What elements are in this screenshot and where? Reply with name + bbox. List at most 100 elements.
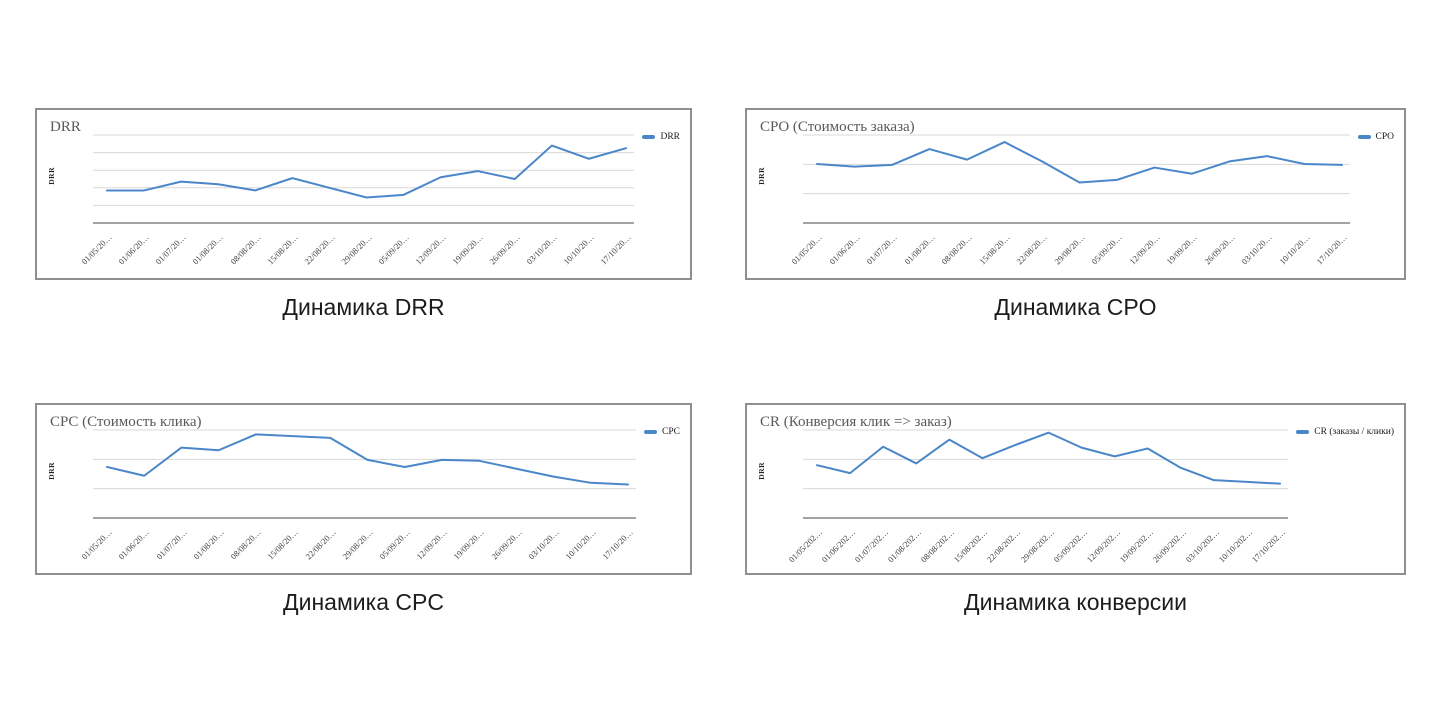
x-axis-tick-label: 08/08/20… [228, 527, 263, 562]
y-axis-label: DRR [757, 167, 766, 185]
x-axis-tick-label: 08/08/20… [939, 232, 975, 267]
legend: CR (заказы / клики) [1288, 426, 1404, 438]
x-axis-tick-label: 19/09/20… [450, 232, 485, 267]
x-axis-tick-label: 01/08/202… [885, 527, 924, 565]
chart-card-drr: DRR DRR 01/05/20… 01/06/20… 01/07/20… 01/08… [35, 108, 692, 280]
legend-marker-icon [1296, 430, 1310, 434]
plot-area: 01/05/202… 01/06/202… 01/07/202… 01/08/202…… [787, 426, 1288, 565]
legend-label: CPO [1375, 132, 1394, 142]
plot-area: 01/05/20… 01/06/20… 01/07/20… 01/08/20… 08/0… [80, 131, 634, 269]
x-axis-tick-label: 22/08/20… [1014, 232, 1050, 267]
x-axis-tick-label: 10/10/20… [561, 232, 596, 267]
line-chart-svg [93, 429, 636, 519]
x-axis-tick-label: 26/09/20… [488, 527, 524, 562]
x-axis-tick-label: 03/10/20… [526, 527, 561, 562]
x-axis-tick-label: 15/08/20… [977, 232, 1012, 267]
x-axis-tick-label: 26/09/202… [1150, 527, 1188, 565]
x-axis-tick-label: 29/08/202… [1018, 527, 1056, 565]
x-axis-tick-label: 01/07/20… [864, 232, 900, 267]
x-axis-tick-label: 29/08/20… [340, 527, 375, 562]
legend-label: CR (заказы / клики) [1314, 427, 1394, 437]
x-axis-tick-label: 22/08/20… [302, 232, 337, 267]
x-axis-tick-label: 01/07/20… [154, 527, 189, 562]
y-axis-label: DRR [47, 167, 56, 185]
y-axis-label: DRR [757, 462, 766, 480]
chart-card-cr: CR (Конверсия клик => заказ) DRR 01/05/2… [745, 403, 1406, 575]
chart-caption-cpo: Динамика CPO [994, 294, 1157, 320]
x-axis-tick-label: 17/10/20… [598, 232, 634, 267]
x-axis-tick-label: 26/09/20… [1202, 232, 1237, 267]
x-axis-tick-label: 01/06/20… [827, 232, 862, 267]
x-axis-labels: 01/05/20… 01/06/20… 01/07/20… 01/08/20… 08/0… [80, 522, 636, 564]
x-axis-tick-label: 22/08/202… [985, 527, 1023, 565]
x-axis-tick-label: 19/09/202… [1117, 527, 1155, 565]
x-axis-tick-label: 19/09/20… [1164, 232, 1200, 267]
line-chart-svg [93, 134, 634, 224]
plot-area: 01/05/20… 01/06/20… 01/07/20… 01/08/20… 08/0… [790, 131, 1350, 269]
line-chart-svg [803, 134, 1350, 224]
x-axis-tick-label: 15/08/20… [264, 232, 300, 267]
x-axis-tick-label: 01/07/202… [852, 527, 891, 565]
y-axis: DRR [37, 131, 93, 269]
x-axis-tick-label: 08/08/202… [918, 527, 957, 565]
x-axis-tick-label: 03/10/202… [1183, 527, 1221, 565]
x-axis-tick-label: 01/08/20… [190, 232, 226, 267]
x-axis-labels: 01/05/202… 01/06/202… 01/07/202… 01/08/202…… [787, 522, 1288, 565]
x-axis-tick-label: 26/09/20… [487, 232, 522, 267]
x-axis-tick-label: 05/09/202… [1051, 527, 1089, 565]
chart-title: CPC (Стоимость клика) [50, 414, 202, 430]
x-axis-tick-label: 05/09/20… [376, 232, 411, 267]
x-axis-tick-label: 10/10/20… [1277, 232, 1312, 267]
chart-caption-conversion: Динамика конверсии [964, 589, 1187, 615]
y-axis: DRR [747, 131, 803, 269]
x-axis-tick-label: 12/09/20… [1127, 232, 1162, 267]
legend: CPC [636, 426, 690, 438]
chart-card-cpc: CPC (Стоимость клика) DRR 01/05/20… 01/06… [35, 403, 692, 575]
legend-label: DRR [660, 132, 680, 142]
legend-marker-icon [1357, 135, 1371, 139]
chart-title: DRR [50, 119, 81, 135]
x-axis-tick-label: 08/08/20… [227, 232, 263, 267]
y-axis-label: DRR [47, 462, 56, 480]
legend-marker-icon [644, 430, 658, 434]
y-axis: DRR [747, 426, 803, 564]
line-chart-svg [803, 429, 1288, 519]
legend-label: CPC [662, 427, 680, 437]
chart-body: DRR 01/05/20… 01/06/20… 01/07/20… 01/08/20…… [37, 426, 690, 564]
x-axis-tick-label: 05/09/20… [377, 527, 412, 562]
chart-card-cpo: CPO (Стоимость заказа) DRR 01/05/20… 01/0… [745, 108, 1406, 280]
x-axis-labels: 01/05/20… 01/06/20… 01/07/20… 01/08/20… 08/0… [80, 227, 634, 269]
chart-body: DRR 01/05/20… 01/06/20… 01/07/20… 01/08/20…… [37, 131, 690, 269]
x-axis-tick-label: 29/08/20… [339, 232, 374, 267]
chart-body: DRR 01/05/202… 01/06/202… 01/07/202… 01/08/… [747, 426, 1404, 564]
y-axis: DRR [37, 426, 93, 564]
legend: CPO [1350, 131, 1404, 143]
x-axis-tick-label: 01/08/20… [191, 527, 226, 562]
chart-caption-drr: Динамика DRR [282, 294, 445, 320]
x-axis-tick-label: 10/10/20… [563, 527, 598, 562]
x-axis-labels: 01/05/20… 01/06/20… 01/07/20… 01/08/20… 08/0… [790, 227, 1350, 269]
x-axis-tick-label: 01/06/20… [116, 232, 152, 267]
x-axis-tick-label: 17/10/202… [1249, 527, 1288, 565]
x-axis-tick-label: 15/08/202… [951, 527, 990, 565]
x-axis-tick-label: 01/07/20… [153, 232, 189, 267]
chart-title: CR (Конверсия клик => заказ) [760, 414, 952, 430]
x-axis-tick-label: 29/08/20… [1052, 232, 1087, 267]
x-axis-tick-label: 19/09/20… [451, 527, 487, 562]
x-axis-tick-label: 03/10/20… [1239, 232, 1275, 267]
x-axis-tick-label: 15/08/20… [265, 527, 301, 562]
x-axis-tick-label: 17/10/20… [600, 527, 636, 562]
chart-caption-cpc: Динамика CPC [283, 589, 444, 615]
x-axis-tick-label: 22/08/20… [302, 527, 338, 562]
x-axis-tick-label: 05/09/20… [1089, 232, 1125, 267]
x-axis-tick-label: 01/06/20… [116, 527, 152, 562]
plot-area: 01/05/20… 01/06/20… 01/07/20… 01/08/20… 08/0… [80, 426, 636, 564]
x-axis-tick-label: 12/09/202… [1084, 527, 1122, 565]
legend: DRR [634, 131, 690, 143]
x-axis-tick-label: 17/10/20… [1314, 232, 1350, 267]
x-axis-tick-label: 12/09/20… [414, 527, 449, 562]
x-axis-tick-label: 12/09/20… [413, 232, 448, 267]
x-axis-tick-label: 01/08/20… [902, 232, 937, 267]
chart-body: DRR 01/05/20… 01/06/20… 01/07/20… 01/08/20…… [747, 131, 1404, 269]
